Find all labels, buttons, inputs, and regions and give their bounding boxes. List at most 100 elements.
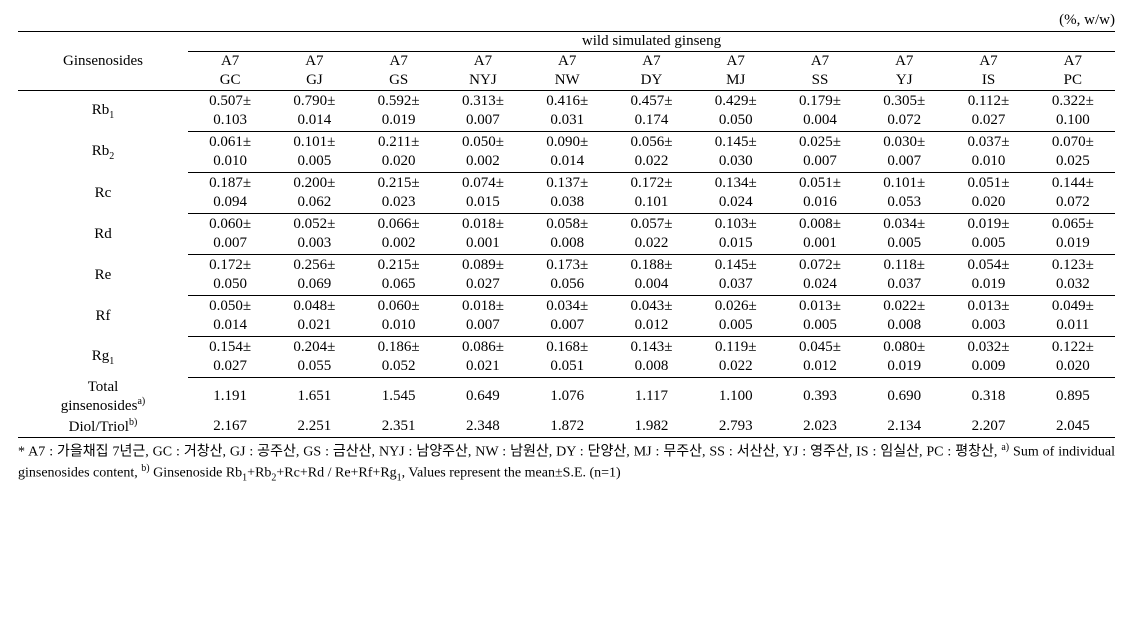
cell-se: 0.100 xyxy=(1031,111,1115,132)
cell-summary: 1.651 xyxy=(272,378,356,416)
cell-mean: 0.022± xyxy=(862,296,946,317)
cell-summary: 1.191 xyxy=(188,378,272,416)
cell-summary: 0.895 xyxy=(1031,378,1115,416)
cell-summary: 2.251 xyxy=(272,416,356,438)
cell-mean: 0.112± xyxy=(946,91,1030,112)
cell-se: 0.020 xyxy=(946,193,1030,214)
cell-mean: 0.054± xyxy=(946,255,1030,276)
cell-mean: 0.013± xyxy=(778,296,862,317)
cell-mean: 0.179± xyxy=(778,91,862,112)
cell-mean: 0.051± xyxy=(778,173,862,194)
col-age: A7 xyxy=(946,52,1030,72)
cell-mean: 0.215± xyxy=(357,255,441,276)
col-age: A7 xyxy=(694,52,778,72)
cell-se: 0.069 xyxy=(272,275,356,296)
cell-se: 0.038 xyxy=(525,193,609,214)
cell-se: 0.072 xyxy=(1031,193,1115,214)
cell-se: 0.007 xyxy=(862,152,946,173)
cell-mean: 0.056± xyxy=(609,132,693,153)
cell-se: 0.019 xyxy=(946,275,1030,296)
cell-mean: 0.074± xyxy=(441,173,525,194)
cell-summary: 2.134 xyxy=(862,416,946,438)
cell-mean: 0.172± xyxy=(188,255,272,276)
cell-se: 0.002 xyxy=(357,234,441,255)
cell-summary: 1.872 xyxy=(525,416,609,438)
cell-mean: 0.060± xyxy=(188,214,272,235)
super-header: wild simulated ginseng xyxy=(188,32,1115,52)
cell-mean: 0.101± xyxy=(862,173,946,194)
cell-mean: 0.416± xyxy=(525,91,609,112)
cell-mean: 0.037± xyxy=(946,132,1030,153)
col-loc: NYJ xyxy=(441,71,525,91)
cell-se: 0.019 xyxy=(1031,234,1115,255)
cell-se: 0.005 xyxy=(694,316,778,337)
cell-mean: 0.118± xyxy=(862,255,946,276)
cell-mean: 0.173± xyxy=(525,255,609,276)
cell-se: 0.019 xyxy=(862,357,946,378)
cell-se: 0.027 xyxy=(946,111,1030,132)
cell-mean: 0.050± xyxy=(188,296,272,317)
cell-mean: 0.019± xyxy=(946,214,1030,235)
cell-mean: 0.204± xyxy=(272,337,356,358)
cell-se: 0.007 xyxy=(778,152,862,173)
cell-se: 0.003 xyxy=(946,316,1030,337)
cell-mean: 0.168± xyxy=(525,337,609,358)
cell-mean: 0.090± xyxy=(525,132,609,153)
ginsenoside-table: Ginsenosides wild simulated ginseng A7A7… xyxy=(18,31,1115,438)
cell-se: 0.024 xyxy=(778,275,862,296)
cell-mean: 0.305± xyxy=(862,91,946,112)
cell-se: 0.007 xyxy=(188,234,272,255)
cell-se: 0.007 xyxy=(525,316,609,337)
cell-se: 0.011 xyxy=(1031,316,1115,337)
cell-se: 0.009 xyxy=(946,357,1030,378)
cell-se: 0.037 xyxy=(862,275,946,296)
col-age: A7 xyxy=(609,52,693,72)
cell-se: 0.004 xyxy=(609,275,693,296)
cell-se: 0.014 xyxy=(525,152,609,173)
col-loc: PC xyxy=(1031,71,1115,91)
cell-mean: 0.080± xyxy=(862,337,946,358)
col-age: A7 xyxy=(272,52,356,72)
cell-summary: 1.117 xyxy=(609,378,693,416)
cell-mean: 0.089± xyxy=(441,255,525,276)
cell-mean: 0.211± xyxy=(357,132,441,153)
ginsenoside-name: Rg1 xyxy=(18,337,188,378)
col-loc: GS xyxy=(357,71,441,91)
cell-mean: 0.052± xyxy=(272,214,356,235)
cell-se: 0.094 xyxy=(188,193,272,214)
cell-se: 0.010 xyxy=(946,152,1030,173)
cell-se: 0.031 xyxy=(525,111,609,132)
col-age: A7 xyxy=(525,52,609,72)
cell-se: 0.056 xyxy=(525,275,609,296)
cell-mean: 0.018± xyxy=(441,296,525,317)
cell-summary: 2.793 xyxy=(694,416,778,438)
cell-se: 0.022 xyxy=(694,357,778,378)
cell-mean: 0.144± xyxy=(1031,173,1115,194)
cell-summary: 2.167 xyxy=(188,416,272,438)
cell-summary: 0.649 xyxy=(441,378,525,416)
cell-se: 0.051 xyxy=(525,357,609,378)
ginsenoside-name: Rc xyxy=(18,173,188,214)
cell-summary: 0.393 xyxy=(778,378,862,416)
cell-mean: 0.032± xyxy=(946,337,1030,358)
ginsenoside-name: Rd xyxy=(18,214,188,255)
cell-se: 0.027 xyxy=(441,275,525,296)
cell-mean: 0.061± xyxy=(188,132,272,153)
cell-mean: 0.070± xyxy=(1031,132,1115,153)
cell-mean: 0.172± xyxy=(609,173,693,194)
cell-se: 0.007 xyxy=(441,111,525,132)
cell-se: 0.024 xyxy=(694,193,778,214)
cell-mean: 0.592± xyxy=(357,91,441,112)
cell-summary: 2.023 xyxy=(778,416,862,438)
footnote-sup-b: b) xyxy=(141,463,149,474)
cell-mean: 0.050± xyxy=(441,132,525,153)
cell-se: 0.050 xyxy=(694,111,778,132)
cell-se: 0.065 xyxy=(357,275,441,296)
cell-se: 0.032 xyxy=(1031,275,1115,296)
cell-mean: 0.507± xyxy=(188,91,272,112)
cell-se: 0.103 xyxy=(188,111,272,132)
cell-mean: 0.057± xyxy=(609,214,693,235)
col-age: A7 xyxy=(441,52,525,72)
ginsenoside-name: Rb1 xyxy=(18,91,188,132)
cell-mean: 0.103± xyxy=(694,214,778,235)
